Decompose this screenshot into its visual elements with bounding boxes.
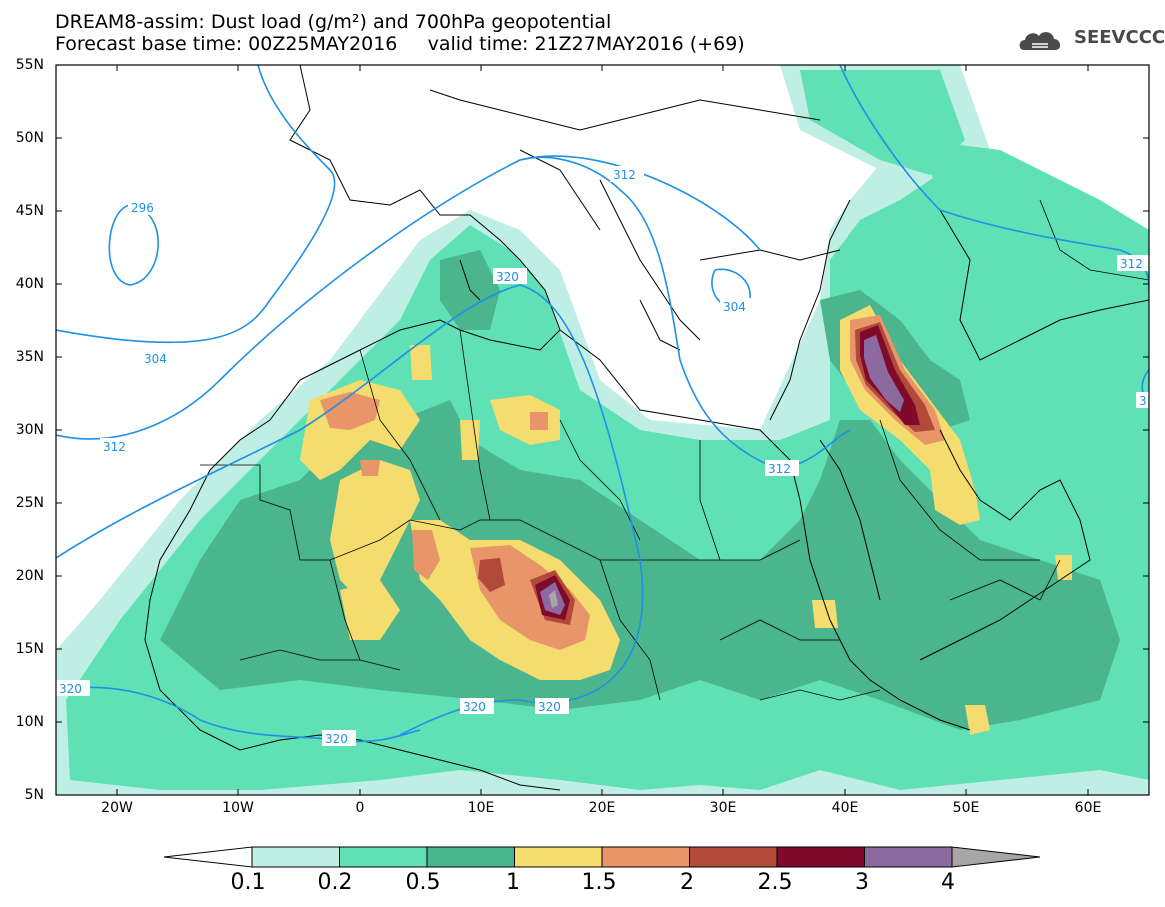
colorbar-swatch	[339, 846, 428, 868]
contour-labels: 296 304 312 312 320 304 312 312 320 320 …	[56, 166, 1149, 746]
dust-region-red	[478, 558, 505, 592]
colorbar-label-0-2: 0.2	[317, 870, 353, 895]
colorbar-label-1-5: 1.5	[581, 870, 617, 895]
lat-label-30n: 30N	[15, 422, 44, 438]
dust-region-orange	[320, 392, 380, 430]
contour-label-296: 296	[131, 201, 154, 215]
contour-label-312-north: 312	[613, 168, 636, 182]
lat-label-55n: 55N	[15, 57, 44, 73]
colorbar-swatch	[514, 846, 603, 868]
lat-label-35n: 35N	[15, 349, 44, 365]
colorbar-label-0-5: 0.5	[405, 870, 441, 895]
colorbar-label-2: 2	[680, 870, 694, 895]
colorbar-swatch	[776, 846, 865, 868]
contour-label-312: 312	[103, 440, 126, 454]
lat-label-25n: 25N	[15, 495, 44, 511]
contour-label-320-southwest: 320	[325, 732, 348, 746]
contour-label-304: 304	[144, 352, 167, 366]
geopotential-contours	[56, 65, 1149, 743]
colorbar-low-arrow	[163, 846, 253, 868]
colorbar-swatch	[251, 846, 340, 868]
colorbar-swatch	[689, 846, 778, 868]
colorbar-label-3: 3	[855, 870, 869, 895]
country-borders	[200, 199, 1149, 701]
lat-label-10n: 10N	[15, 714, 44, 730]
lat-label-5n: 5N	[24, 787, 44, 803]
colorbar-high-arrow	[951, 846, 1040, 868]
seevccc-logo: SEEVCCC	[1074, 27, 1165, 48]
cloud-icon	[1019, 32, 1061, 50]
lon-label-10e: 10E	[467, 800, 495, 816]
lon-label-20w: 20W	[101, 800, 133, 816]
contour-label-312-east: 312	[768, 462, 791, 476]
contour-label-312-ne: 312	[1120, 257, 1143, 271]
colorbar-label-2-5: 2.5	[757, 870, 793, 895]
contour-label-320-west: 320	[59, 682, 82, 696]
lat-label-45n: 45N	[15, 203, 44, 219]
lon-label-40e: 40E	[831, 800, 859, 816]
lon-label-10w: 10W	[222, 800, 254, 816]
lon-label-20e: 20E	[588, 800, 616, 816]
forecast-time: Forecast base time: 00Z25MAY2016 valid t…	[55, 33, 745, 55]
colorbar-label-0-1: 0.1	[230, 870, 266, 895]
axis-ticks	[56, 64, 1149, 796]
colorbar-swatch	[864, 846, 953, 868]
lon-label-50e: 50E	[952, 800, 980, 816]
lon-label-0: 0	[355, 800, 365, 816]
colorbar-label-1: 1	[506, 870, 520, 895]
colorbar-swatch	[601, 846, 690, 868]
map-title: DREAM8-assim: Dust load (g/m²) and 700hP…	[55, 11, 612, 33]
lon-label-30e: 30E	[709, 800, 737, 816]
lat-label-15n: 15N	[15, 641, 44, 657]
lat-label-40n: 40N	[15, 276, 44, 292]
lon-label-60e: 60E	[1074, 800, 1102, 816]
contour-label-3-edge: 3	[1139, 394, 1147, 408]
contour-label-320-south: 320	[463, 700, 486, 714]
colorbar-label-4: 4	[941, 870, 955, 895]
contour-label-320-south-east: 320	[538, 700, 561, 714]
contour-label-320: 320	[496, 270, 519, 284]
colorbar-swatch	[426, 846, 515, 868]
lat-label-50n: 50N	[15, 130, 44, 146]
contour-label-304-east: 304	[723, 300, 746, 314]
colorbar	[163, 846, 1040, 868]
lat-label-20n: 20N	[15, 568, 44, 584]
